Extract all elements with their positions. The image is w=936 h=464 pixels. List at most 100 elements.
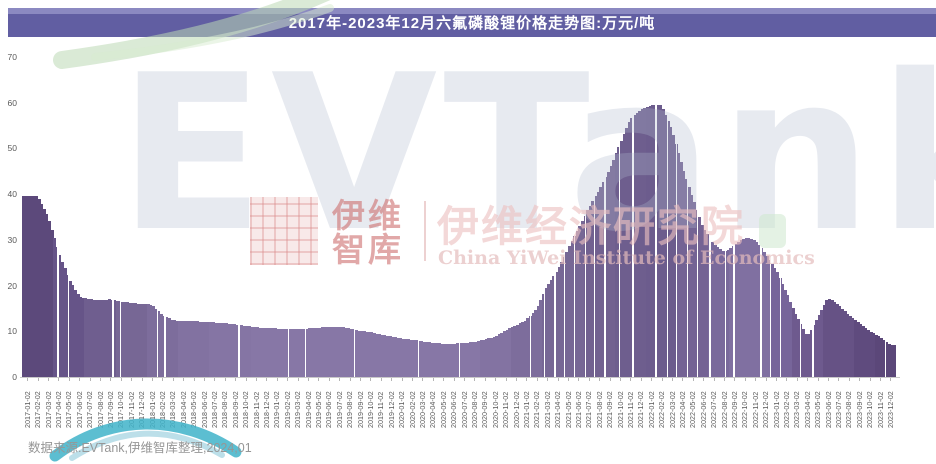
price-bar: [666, 120, 670, 377]
price-bar: [74, 289, 77, 377]
x-axis-label: 2020-01-02: [397, 391, 407, 428]
price-bar: [492, 337, 496, 377]
price-bar: [609, 165, 613, 377]
x-axis-label: 2023-06-02: [823, 391, 833, 428]
price-bar: [841, 308, 844, 377]
price-bar: [830, 300, 834, 377]
price-bar: [809, 329, 813, 377]
x-axis-tick: [536, 378, 538, 381]
price-bar: [235, 324, 239, 377]
x-axis-tick: [505, 378, 507, 381]
price-bar: [139, 303, 142, 377]
x-axis-tick: [89, 378, 91, 381]
x-axis-tick: [526, 378, 528, 381]
price-bar: [716, 247, 720, 377]
price-bar: [466, 342, 470, 377]
price-bar: [128, 302, 132, 377]
price-bar: [604, 176, 608, 377]
x-axis-label: 2020-07-02: [459, 391, 469, 428]
price-bar: [243, 325, 246, 377]
price-bar: [755, 241, 759, 377]
price-bar: [240, 325, 244, 377]
price-bar: [196, 321, 200, 377]
price-bar: [464, 343, 467, 377]
x-axis-tick: [141, 378, 143, 381]
price-bar: [432, 342, 436, 377]
price-bar: [825, 300, 829, 377]
x-axis-label: 2019-01-02: [272, 391, 282, 428]
price-bar: [84, 298, 88, 377]
bar-gap-separator: [418, 58, 420, 377]
price-bar: [211, 322, 215, 377]
price-bar: [378, 334, 382, 377]
price-bar: [341, 327, 345, 377]
x-axis-tick: [630, 378, 632, 381]
x-axis-label: 2020-06-02: [449, 391, 459, 428]
x-axis-label: 2019-08-02: [345, 391, 355, 428]
price-bar: [453, 343, 457, 377]
x-axis-label: 2019-03-02: [293, 391, 303, 428]
x-axis-label: 2018-03-02: [168, 391, 178, 428]
price-bar: [367, 332, 371, 377]
price-bar: [102, 299, 106, 377]
price-bar: [357, 330, 361, 377]
price-bar: [542, 294, 545, 377]
price-bar: [266, 328, 270, 377]
price-bar: [323, 327, 327, 377]
price-bar: [131, 303, 135, 377]
bar-gap-separator: [655, 58, 657, 377]
x-axis-tick: [807, 378, 809, 381]
price-bar: [391, 337, 395, 377]
price-bar: [63, 268, 67, 377]
price-bar: [820, 310, 824, 377]
x-axis-label: 2023-01-02: [771, 391, 781, 428]
price-bar: [92, 299, 96, 377]
x-axis-label: 2021-09-02: [605, 391, 615, 428]
x-axis-tick: [464, 378, 465, 381]
bar-gap-separator: [563, 58, 566, 377]
price-bar: [349, 328, 353, 377]
price-bar: [783, 289, 787, 377]
price-bar: [170, 319, 174, 377]
x-axis-label: 2017-12-02: [137, 391, 147, 428]
price-bar: [877, 336, 881, 377]
y-axis-label: 50: [7, 143, 17, 154]
x-axis-tick: [401, 378, 403, 381]
price-bar: [591, 201, 595, 377]
bar-gap-separator: [544, 58, 546, 377]
x-axis-tick: [266, 378, 268, 381]
price-bar: [750, 239, 753, 377]
price-bar: [373, 333, 376, 377]
price-bar: [770, 263, 774, 377]
price-bar: [828, 298, 831, 377]
price-bar: [677, 153, 681, 377]
price-bar: [669, 127, 673, 377]
price-bar: [443, 343, 447, 377]
price-bar: [547, 283, 551, 377]
price-bar: [331, 326, 335, 377]
x-axis-tick: [453, 378, 455, 381]
price-bar: [271, 328, 275, 377]
price-bar: [625, 128, 629, 377]
x-axis-label: 2021-12-02: [636, 391, 646, 428]
price-bar: [274, 328, 278, 377]
price-bar: [406, 339, 410, 377]
price-bar: [201, 321, 205, 377]
x-axis-label: 2022-12-02: [761, 391, 771, 428]
price-bar: [461, 343, 465, 377]
x-axis-tick: [287, 378, 289, 381]
price-bar: [721, 251, 725, 377]
x-axis-tick: [578, 378, 580, 381]
x-axis-label: 2022-02-02: [657, 391, 667, 428]
x-axis-tick: [838, 378, 840, 381]
price-bar: [695, 209, 699, 377]
x-axis-tick: [183, 378, 185, 381]
price-bar: [308, 328, 311, 377]
price-bar: [126, 302, 129, 377]
price-bar: [661, 108, 665, 377]
x-axis-tick: [297, 378, 299, 381]
x-axis-tick: [256, 378, 257, 381]
price-bar: [352, 329, 356, 377]
price-bar: [739, 240, 743, 377]
